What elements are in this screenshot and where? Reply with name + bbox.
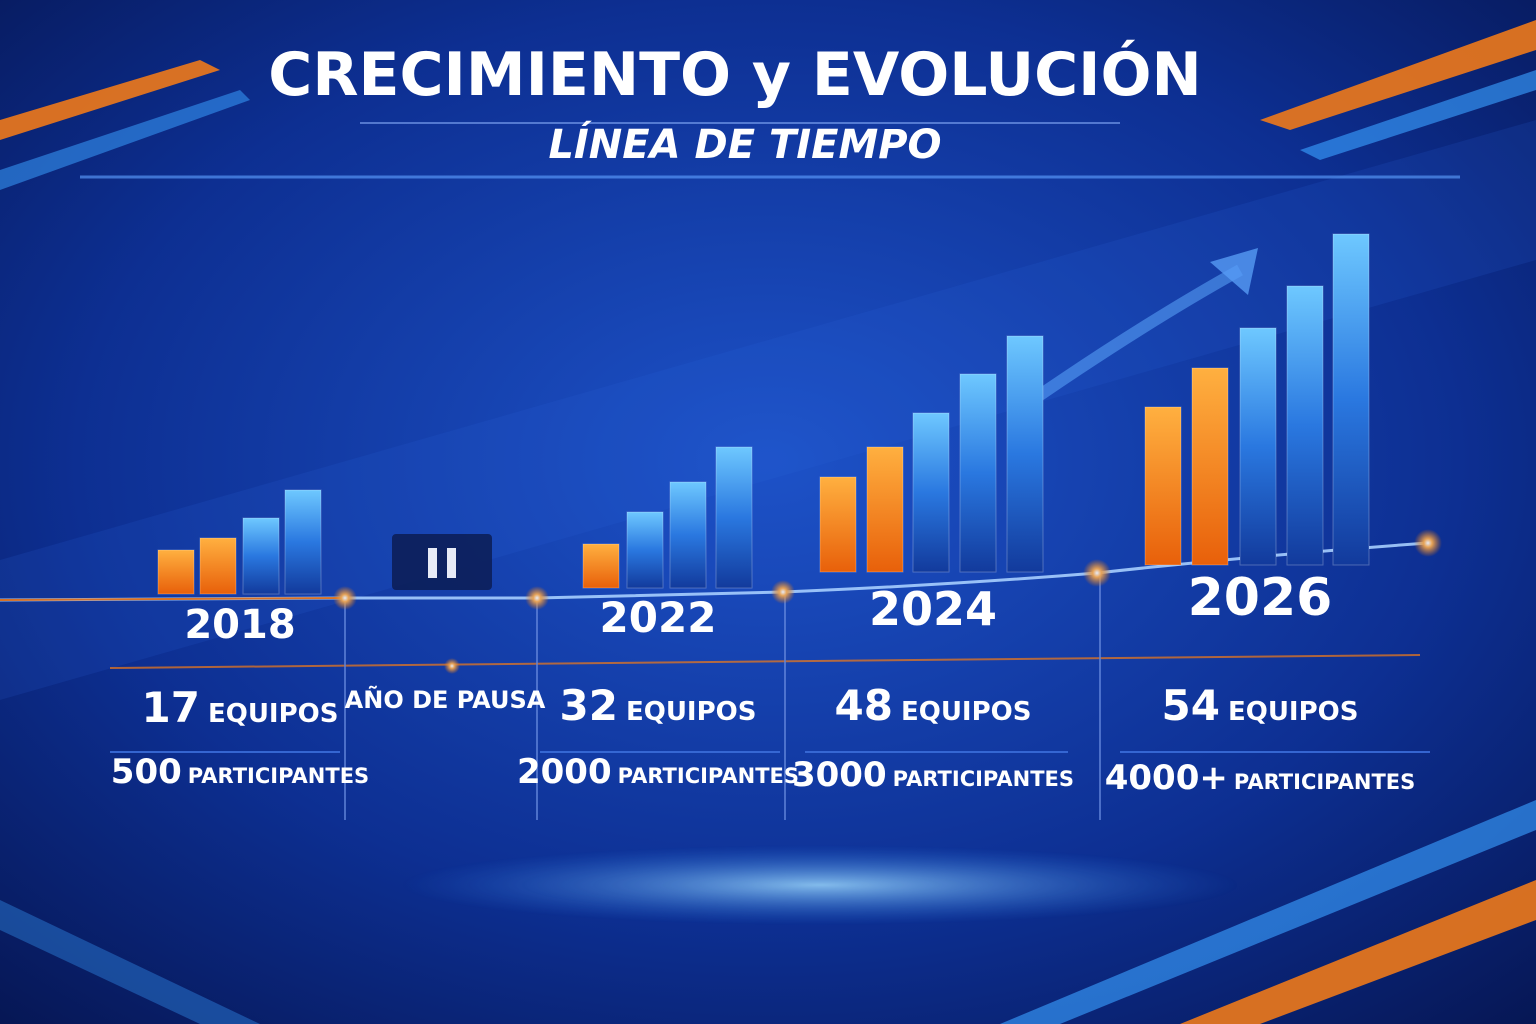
decorative-bar (1332, 233, 1370, 566)
participants-label: PARTICIPANTES (618, 764, 799, 788)
title: CRECIMIENTO y EVOLUCIÓN (268, 39, 1201, 110)
teams-value: 32 (560, 681, 618, 730)
decorative-bar (715, 446, 753, 589)
participants: 500 PARTICIPANTES (111, 752, 369, 792)
decorative-bar (912, 412, 950, 573)
teams: 54 EQUIPOS (1162, 681, 1359, 730)
decorative-bar (1191, 367, 1229, 566)
teams: 32 EQUIPOS (560, 681, 757, 730)
participants: 2000 PARTICIPANTES (517, 752, 799, 792)
decorative-bar (242, 517, 280, 595)
decorative-bar (1286, 285, 1324, 566)
decorative-bar (1006, 335, 1044, 573)
decorative-bar (1239, 327, 1277, 566)
teams-value: 48 (835, 681, 893, 730)
subtitle: LÍNEA DE TIEMPO (548, 120, 941, 168)
teams-value: 17 (142, 683, 200, 732)
teams: 48 EQUIPOS (835, 681, 1032, 730)
teams-value: 54 (1162, 681, 1220, 730)
year: 2022 (600, 593, 717, 642)
decoration (0, 20, 1536, 1024)
decorative-bar (582, 543, 620, 589)
participants-value: 2000 (517, 752, 612, 792)
teams-label: EQUIPOS (626, 697, 757, 727)
teams-label: EQUIPOS (901, 697, 1032, 727)
participants: 3000 PARTICIPANTES (792, 755, 1074, 795)
teams-label: EQUIPOS (1228, 697, 1359, 727)
teams: 17 EQUIPOS (142, 683, 339, 732)
decorative-bar (866, 446, 904, 573)
participants-value: 4000+ (1105, 758, 1228, 798)
decorative-bar (819, 476, 857, 573)
teams-label: EQUIPOS (208, 699, 339, 729)
decorative-bars (157, 233, 1370, 595)
participants-value: 500 (111, 752, 182, 792)
year: 2026 (1188, 568, 1333, 628)
year: 2018 (184, 602, 295, 648)
year: 2024 (869, 582, 997, 636)
participants-value: 3000 (792, 755, 887, 795)
participants-label: PARTICIPANTES (893, 767, 1074, 791)
decorative-bar (959, 373, 997, 573)
participants-label: PARTICIPANTES (188, 764, 369, 788)
decorative-bar (157, 549, 195, 595)
participants: 4000+ PARTICIPANTES (1105, 758, 1416, 798)
decorative-bar (626, 511, 664, 589)
participants-label: PARTICIPANTES (1234, 770, 1415, 794)
decorative-bar (199, 537, 237, 595)
pause-label: AÑO DE PAUSA (345, 685, 546, 714)
decorative-bar (669, 481, 707, 589)
decorative-bar (284, 489, 322, 595)
decorative-bar (1144, 406, 1182, 566)
